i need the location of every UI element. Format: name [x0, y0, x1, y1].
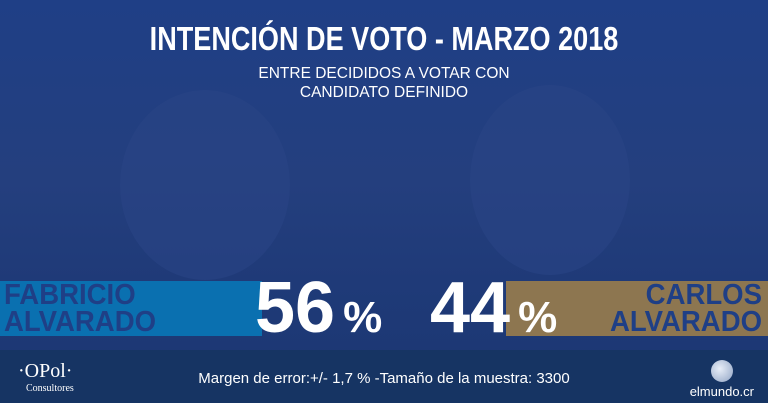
candidate-bar-carlos [506, 281, 768, 336]
margin-of-error-note: Margen de error:+/- 1,7 % -Tamaño de la … [198, 370, 570, 387]
percent-fabricio: 56% [255, 268, 383, 348]
candidate-bar-fabricio [0, 281, 262, 336]
background-photo-person-right [470, 85, 630, 275]
percent-carlos: 44% [430, 268, 558, 348]
elmundo-logo: elmundo.cr [690, 360, 754, 399]
background-photo-person-left [120, 90, 290, 280]
candidate-name-carlos: CARLOS ALVARADO [610, 279, 763, 338]
globe-icon [710, 360, 733, 382]
opol-logo: ·OPol· Consultores [18, 360, 74, 394]
candidate-name-fabricio: FABRICIO ALVARADO [4, 279, 157, 338]
page-title: INTENCIÓN DE VOTO - MARZO 2018 [149, 20, 619, 57]
footer [0, 350, 768, 403]
subtitle: ENTRE DECIDIDOS A VOTAR CON CANDIDATO DEF… [258, 65, 510, 101]
